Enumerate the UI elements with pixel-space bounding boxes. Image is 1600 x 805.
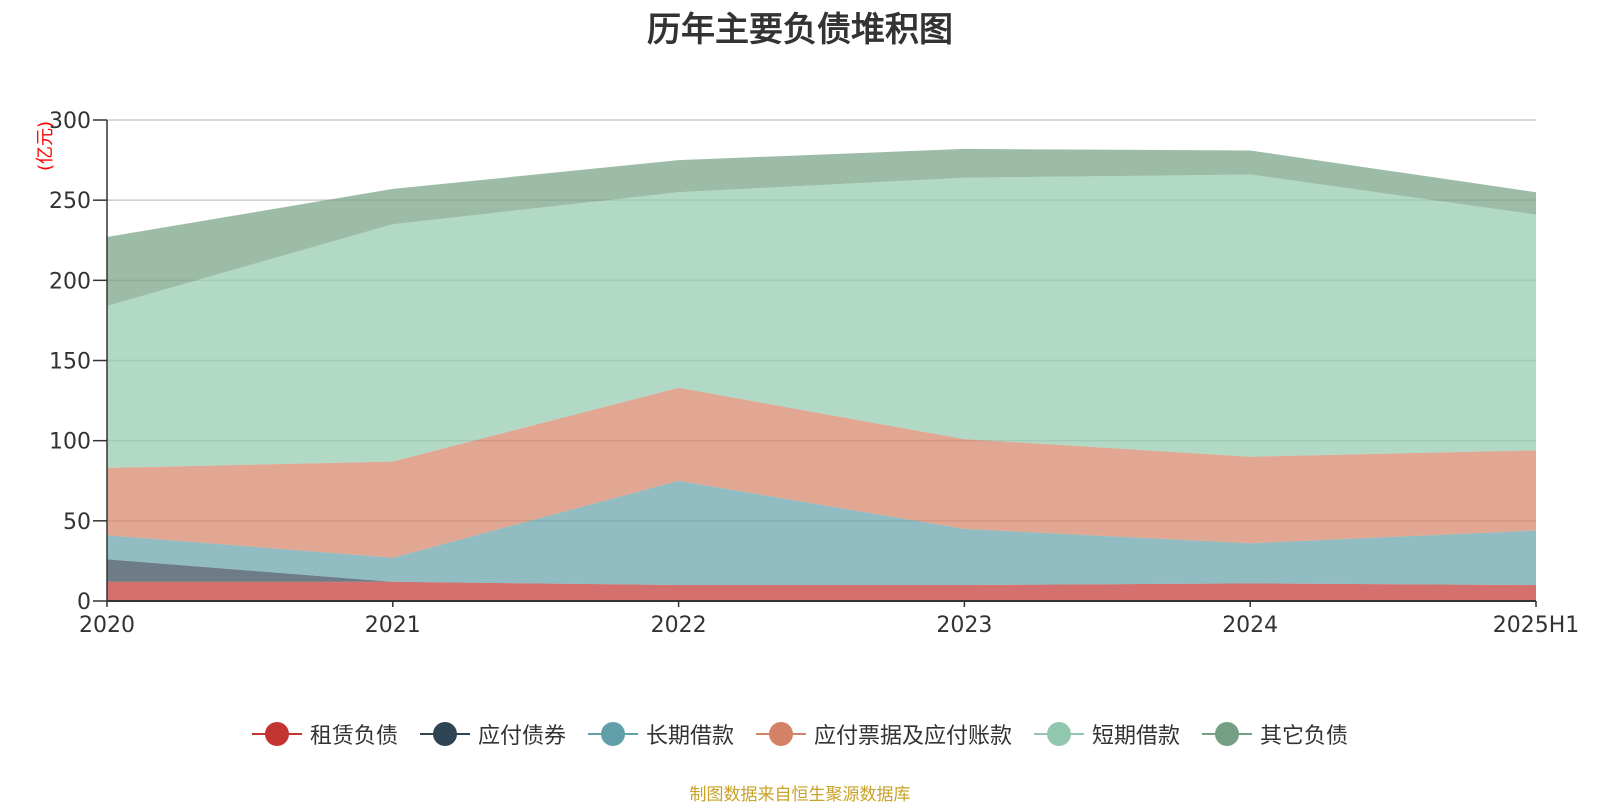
legend-dot bbox=[1047, 722, 1072, 746]
legend-dot bbox=[769, 722, 793, 746]
x-tick-label: 2021 bbox=[365, 613, 421, 638]
legend-label: 其它负债 bbox=[1260, 724, 1349, 749]
legend-dot bbox=[432, 722, 457, 746]
legend-label: 短期借款 bbox=[1092, 724, 1181, 749]
legend-marker bbox=[1034, 721, 1085, 747]
legend: 租赁负债 应付债券 长期借款 应付票据及应付账款 短期借款 其它负债 bbox=[0, 718, 1600, 750]
legend-item[interactable]: 其它负债 bbox=[1202, 718, 1348, 750]
chart-title: 历年主要负债堆积图 bbox=[647, 10, 953, 50]
legend-marker bbox=[251, 721, 302, 747]
y-tick-label: 300 bbox=[49, 109, 91, 134]
legend-marker bbox=[419, 721, 470, 747]
legend-item[interactable]: 长期借款 bbox=[587, 718, 734, 750]
area-series-4 bbox=[107, 387, 1536, 558]
area-series-5 bbox=[107, 174, 1536, 468]
axes: 0 50 100 150 200 250 300 2020 2021 2022 2023 2024 20… bbox=[49, 109, 1579, 638]
y-tick-label: 200 bbox=[49, 269, 91, 294]
x-tick-label: 2023 bbox=[936, 613, 992, 638]
legend-marker bbox=[1202, 721, 1253, 747]
legend-dot bbox=[1215, 722, 1240, 746]
legend-item[interactable]: 应付债券 bbox=[419, 718, 566, 750]
y-tick-label: 50 bbox=[63, 510, 91, 535]
y-tick-label: 150 bbox=[49, 350, 91, 375]
legend-item[interactable]: 短期借款 bbox=[1034, 718, 1180, 750]
legend-dot bbox=[264, 722, 289, 746]
source-note: 制图数据来自恒生聚源数据库 bbox=[689, 785, 911, 805]
legend-marker bbox=[756, 721, 806, 747]
y-tick-label: 250 bbox=[49, 189, 91, 214]
legend-dot bbox=[600, 722, 625, 746]
area-series-3 bbox=[107, 480, 1536, 585]
y-tick-label: 100 bbox=[49, 430, 91, 455]
legend-label: 应付债券 bbox=[477, 724, 566, 749]
x-tick-label: 2022 bbox=[651, 613, 707, 638]
area-series bbox=[107, 148, 1536, 601]
legend-label: 租赁负债 bbox=[309, 724, 398, 749]
legend-label: 应付票据及应付账款 bbox=[814, 724, 1013, 749]
legend-marker bbox=[587, 721, 638, 747]
y-axis-unit-label: (亿元) bbox=[35, 121, 56, 171]
legend-label: 长期借款 bbox=[645, 724, 734, 749]
area-series-1 bbox=[107, 581, 1536, 601]
x-tick-label: 2025H1 bbox=[1493, 613, 1580, 638]
x-tick-label: 2020 bbox=[79, 613, 135, 638]
x-tick-label: 2024 bbox=[1222, 613, 1278, 638]
legend-item[interactable]: 租赁负债 bbox=[251, 718, 398, 750]
y-tick-label: 0 bbox=[77, 590, 91, 615]
legend-item[interactable]: 应付票据及应付账款 bbox=[756, 718, 1012, 750]
area-series-6 bbox=[107, 148, 1536, 306]
